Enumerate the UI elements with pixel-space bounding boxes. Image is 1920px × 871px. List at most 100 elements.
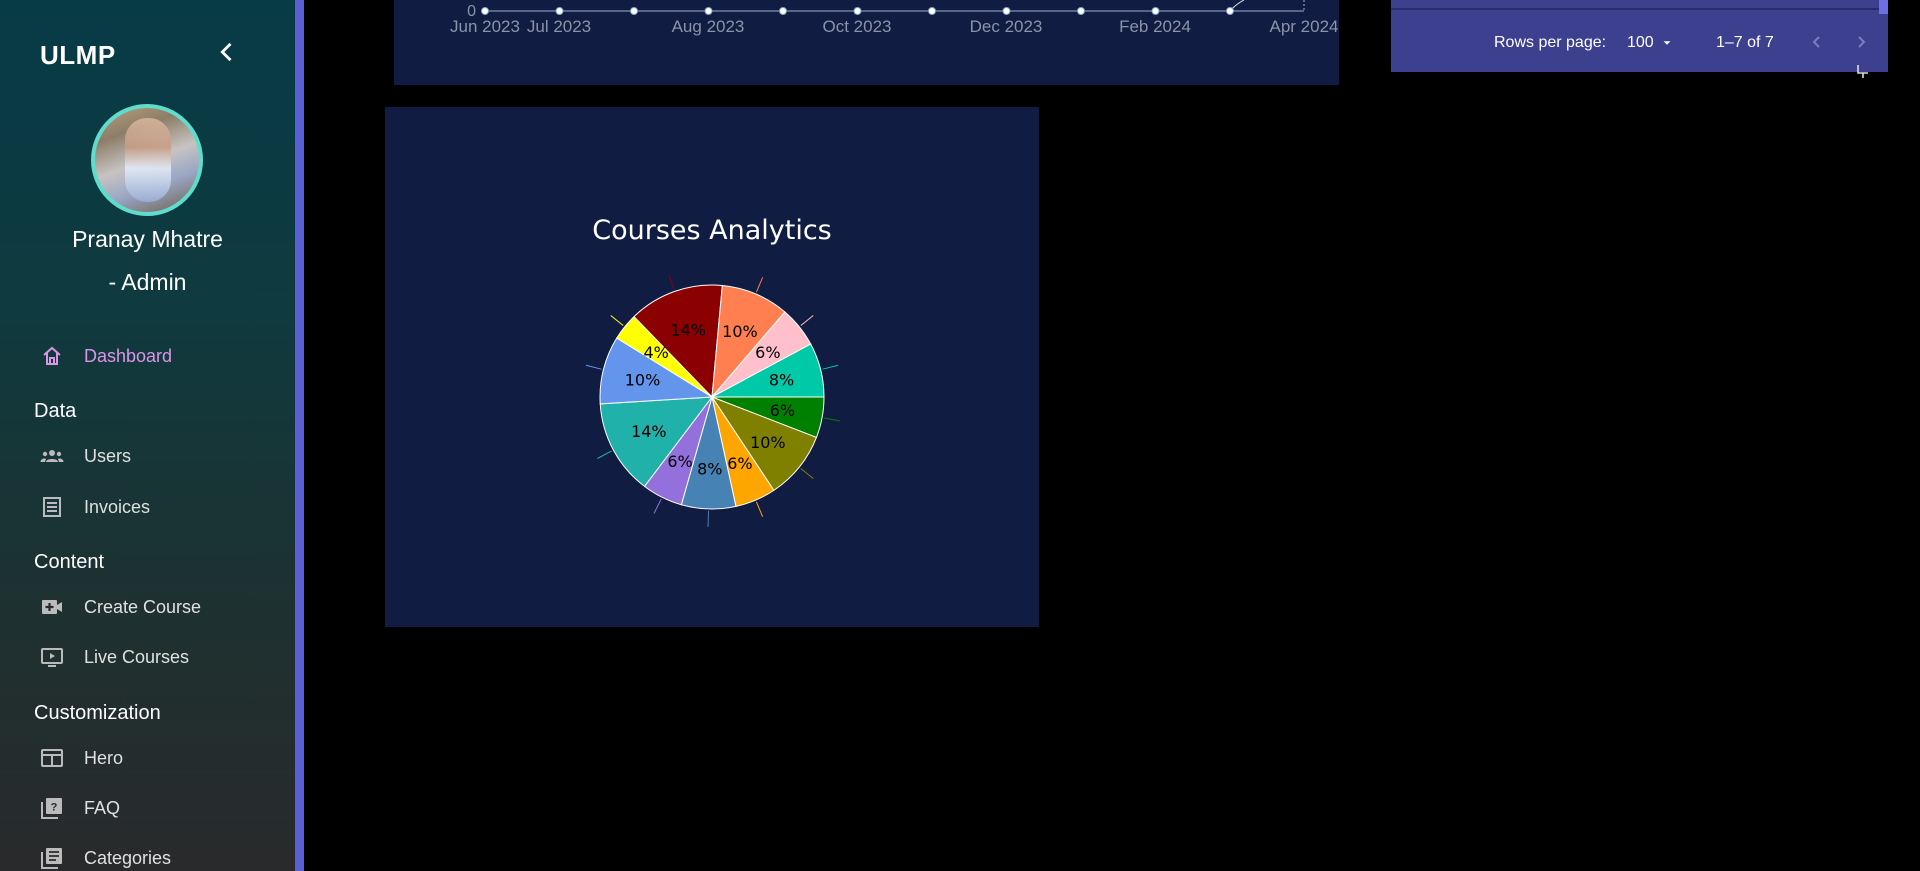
pie-slice-tick: [755, 277, 764, 293]
chevron-right-icon: [1858, 36, 1866, 48]
pie-slice-tick: [597, 450, 612, 459]
section-content: Content: [34, 551, 105, 573]
pie-slice[interactable]: [599, 396, 714, 488]
line-point[interactable]: [1002, 7, 1011, 15]
sidebar-border: [295, 0, 304, 871]
pie-slice-tick: [755, 501, 764, 517]
sidebar-item-label: FAQ: [84, 797, 121, 818]
library-icon: [41, 848, 62, 869]
section-customization: Customization: [34, 702, 161, 724]
brand-logo: ULMP: [40, 40, 116, 70]
rows-per-page-select[interactable]: 100: [1627, 31, 1674, 55]
caret-down-icon: [1663, 41, 1671, 45]
line-point[interactable]: [1077, 7, 1085, 15]
sidebar-item-dashboard[interactable]: Dashboard: [40, 341, 172, 371]
table-pagination: Rows per page: 100 1–7 of 7: [1391, 0, 1888, 72]
pie-slice-tick: [800, 315, 814, 326]
pie-slice-label: 4%: [643, 343, 668, 362]
pie-slice-tick: [668, 274, 675, 290]
line-point[interactable]: [704, 7, 713, 15]
sidebar-item-label: Invoices: [84, 496, 151, 517]
pagination-range: 1–7 of 7: [1716, 34, 1774, 51]
sidebar-item-label: Categories: [84, 847, 172, 868]
invoice-icon: [43, 497, 61, 517]
x-tick-label: Apr 2024: [1270, 17, 1339, 36]
pie-slice-label: 10%: [722, 322, 758, 341]
line-point[interactable]: [555, 7, 564, 15]
line-point[interactable]: [1151, 7, 1160, 15]
line-chart: 0 Jun 2023 Jul 2023 Aug 2023 Oct 2023 Dec 20…: [450, 0, 1339, 36]
users-icon: [40, 450, 64, 462]
line-point[interactable]: [1226, 7, 1234, 15]
pie-slice-tick: [653, 498, 662, 514]
x-tick-label: Dec 2023: [970, 17, 1043, 36]
chevron-left-icon: [220, 42, 232, 62]
home-icon: [43, 346, 61, 365]
pie-slice-label: 10%: [750, 433, 786, 452]
x-tick-label: Jun 2023: [450, 17, 520, 36]
sidebar-item-invoices[interactable]: Invoices: [40, 492, 150, 522]
sidebar-item-hero[interactable]: Hero: [40, 743, 123, 773]
x-tick-label: Feb 2024: [1119, 17, 1191, 36]
sidebar-item-users[interactable]: Users: [40, 441, 131, 471]
sidebar-item-label: Live Courses: [84, 646, 190, 667]
user-role: - Admin: [108, 269, 187, 295]
pie-slice-tick: [585, 364, 602, 370]
pie-slice[interactable]: [711, 343, 825, 398]
sidebar-item-label: Users: [84, 445, 132, 466]
x-tick-label: Oct 2023: [823, 17, 892, 36]
pie-slice-label: 6%: [770, 401, 795, 420]
rows-per-page-label: Rows per page:: [1494, 34, 1607, 51]
sidebar-item-categories[interactable]: Categories: [40, 843, 171, 871]
pie-slice-tick: [610, 315, 624, 326]
monitor-play-icon: [41, 648, 63, 667]
pie-slice-label: 6%: [667, 452, 692, 471]
chevron-left-icon: [1812, 36, 1820, 48]
pie-slice[interactable]: [633, 284, 723, 399]
pie-slice-label: 14%: [631, 422, 667, 441]
pie-slice-tick: [823, 417, 840, 422]
pie-slice-label: 8%: [697, 460, 722, 479]
previous-page-button[interactable]: [1805, 30, 1829, 54]
sidebar-item-label: Hero: [84, 747, 124, 768]
line-point[interactable]: [853, 7, 862, 15]
line-chart-card: 0 Jun 2023 Jul 2023 Aug 2023 Oct 2023 Dec 20…: [394, 0, 1339, 85]
web-layout-icon: [41, 749, 63, 767]
table-border: [1391, 8, 1881, 10]
pie-chart: Courses Analytics 6%10%6%8%6%14%10%4%14%…: [585, 215, 840, 527]
collapse-sidebar-button[interactable]: [213, 38, 241, 66]
line-point[interactable]: [481, 7, 489, 15]
video-add-icon: [42, 600, 62, 614]
section-data: Data: [34, 400, 77, 422]
sidebar-item-faq[interactable]: ? FAQ: [40, 793, 120, 823]
line-point[interactable]: [630, 7, 638, 15]
sidebar-item-create-course[interactable]: Create Course: [40, 592, 201, 622]
sidebar: ULMP Pranay Mhatre - Admin Dashboard Dat…: [0, 0, 295, 871]
line-point[interactable]: [779, 7, 787, 15]
user-name: Pranay Mhatre: [72, 226, 223, 252]
notification-icon[interactable]: [1856, 63, 1870, 81]
x-tick-label: Aug 2023: [672, 17, 745, 36]
sidebar-item-label: Dashboard: [84, 345, 173, 366]
sidebar-item-live-courses[interactable]: Live Courses: [40, 642, 189, 672]
x-tick-label: Jul 2023: [527, 17, 591, 36]
table-scrollbar[interactable]: [1879, 0, 1888, 14]
y-tick-label: 0: [467, 3, 476, 20]
pie-slice-label: 14%: [670, 320, 706, 339]
pie-slice-label: 6%: [755, 343, 780, 362]
pie-slice-tick: [800, 468, 814, 479]
page-scrollbar-track[interactable]: [1906, 0, 1920, 871]
avatar[interactable]: [91, 104, 203, 216]
svg-text:?: ?: [51, 802, 58, 814]
rows-per-page-value: 100: [1627, 34, 1654, 51]
sidebar-item-label: Create Course: [84, 596, 202, 617]
pie-slice-label: 8%: [769, 371, 794, 390]
pie-slice-label: 10%: [625, 371, 661, 390]
pie-slice-tick: [822, 364, 839, 370]
pie-slice-label: 6%: [727, 454, 752, 473]
next-page-button[interactable]: [1849, 30, 1873, 54]
faq-icon: ?: [41, 798, 62, 819]
line-point[interactable]: [928, 7, 936, 15]
courses-analytics-card: Courses Analytics 6% 10% 6% 8% 6% 14% 10% 4% 14%…: [385, 107, 1039, 627]
chart-title: Courses Analytics: [592, 215, 832, 246]
